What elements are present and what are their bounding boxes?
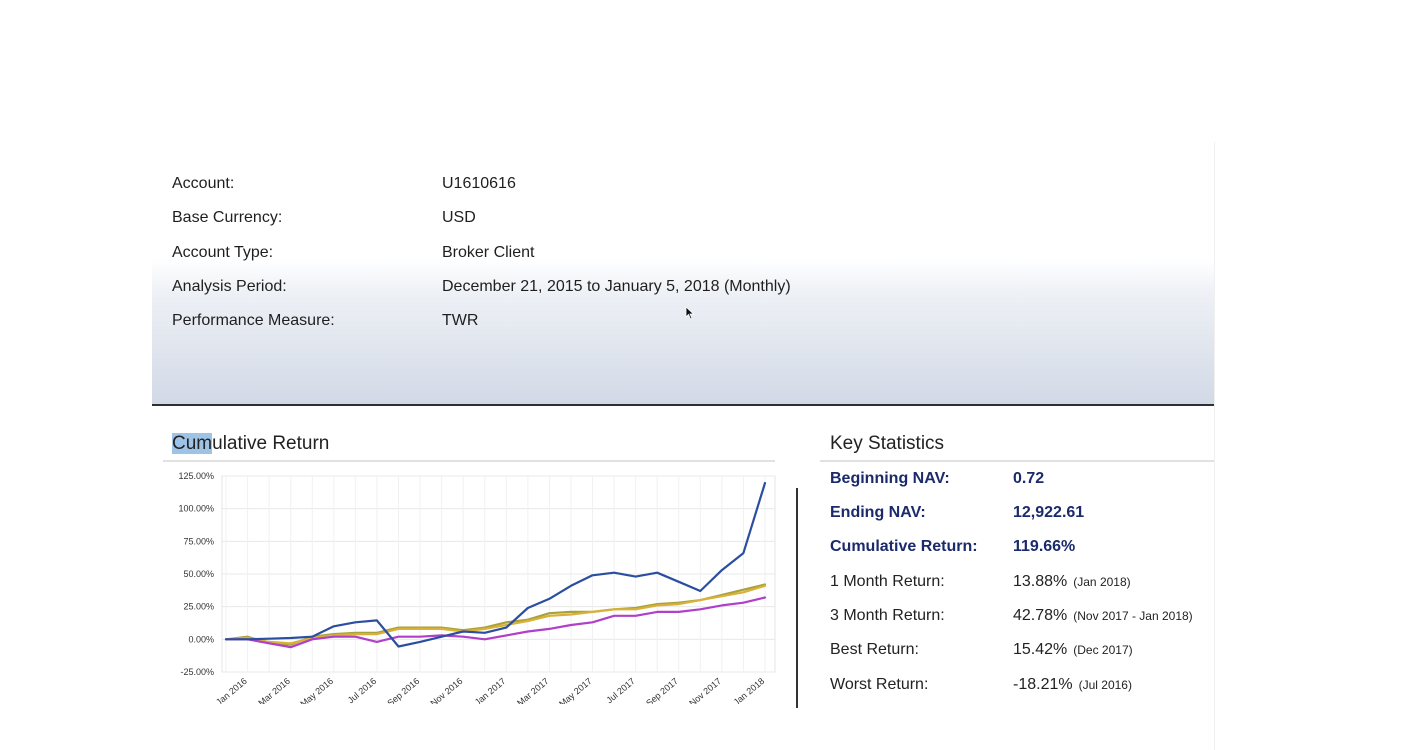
report-panel: Account: U1610616 Base Currency: USD Acc… xyxy=(152,142,1214,750)
info-value: Broker Client xyxy=(442,244,535,261)
y-tick-label: 125.00% xyxy=(178,471,214,481)
stat-value: 13.88% (Jan 2018) xyxy=(1013,573,1131,590)
info-value: TWR xyxy=(442,312,479,329)
x-tick-label: May 2017 xyxy=(557,676,594,704)
x-tick-label: Sep 2016 xyxy=(385,676,421,704)
series-line-olive xyxy=(224,583,767,646)
cumulative-return-title: Cumulative Return xyxy=(172,433,329,455)
x-tick-label: Jan 2016 xyxy=(214,676,249,704)
series-line-gold xyxy=(224,584,767,645)
info-value: USD xyxy=(442,209,476,226)
stat-label: Cumulative Return: xyxy=(830,538,978,555)
stat-value: -18.21% (Jul 2016) xyxy=(1013,676,1132,693)
info-label: Analysis Period: xyxy=(172,278,287,295)
info-label: Account Type: xyxy=(172,244,274,261)
y-tick-label: 50.00% xyxy=(183,569,214,579)
x-tick-label: Mar 2017 xyxy=(515,676,551,704)
key-statistics-title: Key Statistics xyxy=(830,433,945,454)
stat-label: Beginning NAV: xyxy=(830,470,950,487)
stat-value: 42.78% (Nov 2017 - Jan 2018) xyxy=(1013,607,1193,624)
x-tick-label: Jan 2017 xyxy=(473,676,508,704)
stat-note: (Dec 2017) xyxy=(1073,643,1133,657)
y-tick-label: 75.00% xyxy=(183,536,214,546)
stat-value: 119.66% xyxy=(1013,538,1076,555)
info-label: Performance Measure: xyxy=(172,312,335,329)
series-line-blue xyxy=(224,481,767,648)
chart-canvas: -25.00% 0.00% 25.00% 50.00% 75.00% 100.00% 125… xyxy=(178,471,776,709)
x-tick-label: Jul 2016 xyxy=(346,676,378,704)
stat-label: 1 Month Return: xyxy=(830,573,945,590)
account-info-band: Account: U1610616 Base Currency: USD Acc… xyxy=(152,142,1214,406)
stat-value: 15.42% (Dec 2017) xyxy=(1013,641,1133,658)
info-value: December 21, 2015 to January 5, 2018 (Mo… xyxy=(442,278,791,295)
stat-note: (Nov 2017 - Jan 2018) xyxy=(1073,609,1193,623)
section-divider xyxy=(163,460,775,462)
stat-value: 12,922.61 xyxy=(1013,504,1085,521)
y-tick-label: 0.00% xyxy=(188,634,214,644)
stat-value: 0.72 xyxy=(1013,470,1045,487)
stat-label: 3 Month Return: xyxy=(830,607,945,624)
x-tick-label: Nov 2016 xyxy=(429,676,465,704)
y-tick-label: 25.00% xyxy=(183,602,214,612)
y-tick-label: 100.00% xyxy=(178,504,214,514)
stat-label: Worst Return: xyxy=(830,676,929,693)
series-line-purple xyxy=(224,596,767,649)
selected-text-highlight: Cum xyxy=(172,433,213,454)
x-tick-label: Mar 2016 xyxy=(256,676,292,704)
info-label: Account: xyxy=(172,175,235,192)
section-divider xyxy=(820,460,1214,462)
y-tick-label: -25.00% xyxy=(180,667,214,677)
stat-note: (Jan 2018) xyxy=(1073,575,1131,589)
x-tick-label: May 2016 xyxy=(298,676,335,704)
vertical-divider xyxy=(796,488,798,708)
x-tick-label: Jan 2018 xyxy=(731,676,766,704)
stat-label: Best Return: xyxy=(830,641,919,658)
info-value: U1610616 xyxy=(442,175,516,192)
cumulative-return-chart: -25.00% 0.00% 25.00% 50.00% 75.00% 100.00% 125… xyxy=(152,464,792,709)
info-label: Base Currency: xyxy=(172,209,283,226)
title-rest: ulative Return xyxy=(212,433,330,454)
stat-label: Ending NAV: xyxy=(830,504,926,521)
mouse-cursor-icon xyxy=(685,306,695,320)
x-tick-label: Sep 2017 xyxy=(644,676,680,704)
x-tick-label: Nov 2017 xyxy=(687,676,723,704)
page-edge xyxy=(1214,142,1215,750)
stat-note: (Jul 2016) xyxy=(1078,678,1132,692)
x-tick-label: Jul 2017 xyxy=(604,676,636,704)
